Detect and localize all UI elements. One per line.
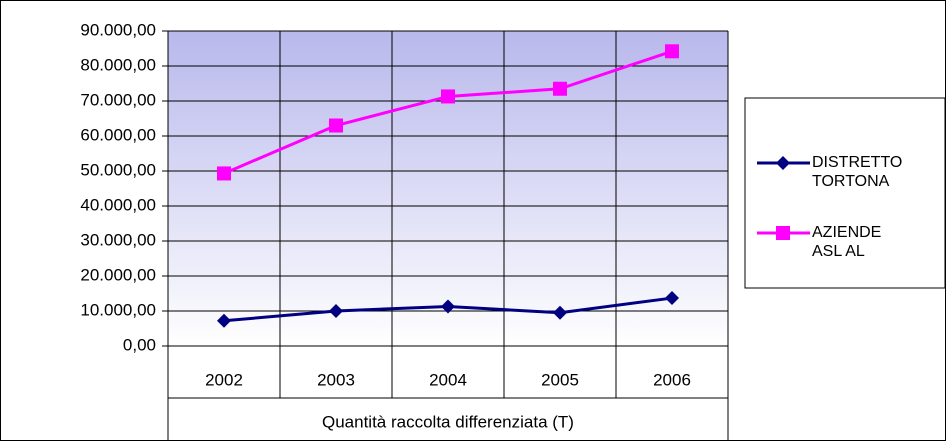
x-tick-label: 2005 [541, 370, 579, 389]
y-tick-label: 50.000,00 [80, 160, 156, 179]
legend-box [744, 97, 946, 289]
legend-marker [776, 156, 790, 170]
x-tick-label: 2003 [317, 370, 355, 389]
x-tick-label: 2002 [205, 370, 243, 389]
y-tick-label: 10.000,00 [80, 300, 156, 319]
x-tick-label: 2006 [653, 370, 691, 389]
marker [665, 44, 679, 59]
marker [665, 291, 679, 306]
plot-area [168, 31, 728, 346]
marker [441, 89, 455, 104]
y-tick-label: 20.000,00 [80, 265, 156, 284]
marker [217, 166, 231, 181]
y-tick-label: 80.000,00 [80, 55, 156, 74]
legend-label: AZIENDE ASL AL [812, 224, 882, 260]
y-tick-label: 90.000,00 [80, 20, 156, 39]
y-tick-label: 70.000,00 [80, 90, 156, 109]
legend-label: DISTRETTO TORTONA [812, 154, 903, 190]
marker [553, 305, 567, 320]
marker [553, 81, 567, 96]
x-axis-label: Quantità raccolta differenziata (T) [322, 412, 574, 431]
y-tick-label: 30.000,00 [80, 230, 156, 249]
marker [441, 299, 455, 314]
y-tick-label: 60.000,00 [80, 125, 156, 144]
y-tick-label: 0,00 [123, 335, 156, 354]
marker [329, 304, 343, 318]
marker [329, 118, 343, 133]
x-tick-label: 2004 [429, 370, 467, 389]
legend-marker [776, 226, 790, 240]
marker [217, 313, 231, 328]
y-tick-label: 40.000,00 [80, 195, 156, 214]
